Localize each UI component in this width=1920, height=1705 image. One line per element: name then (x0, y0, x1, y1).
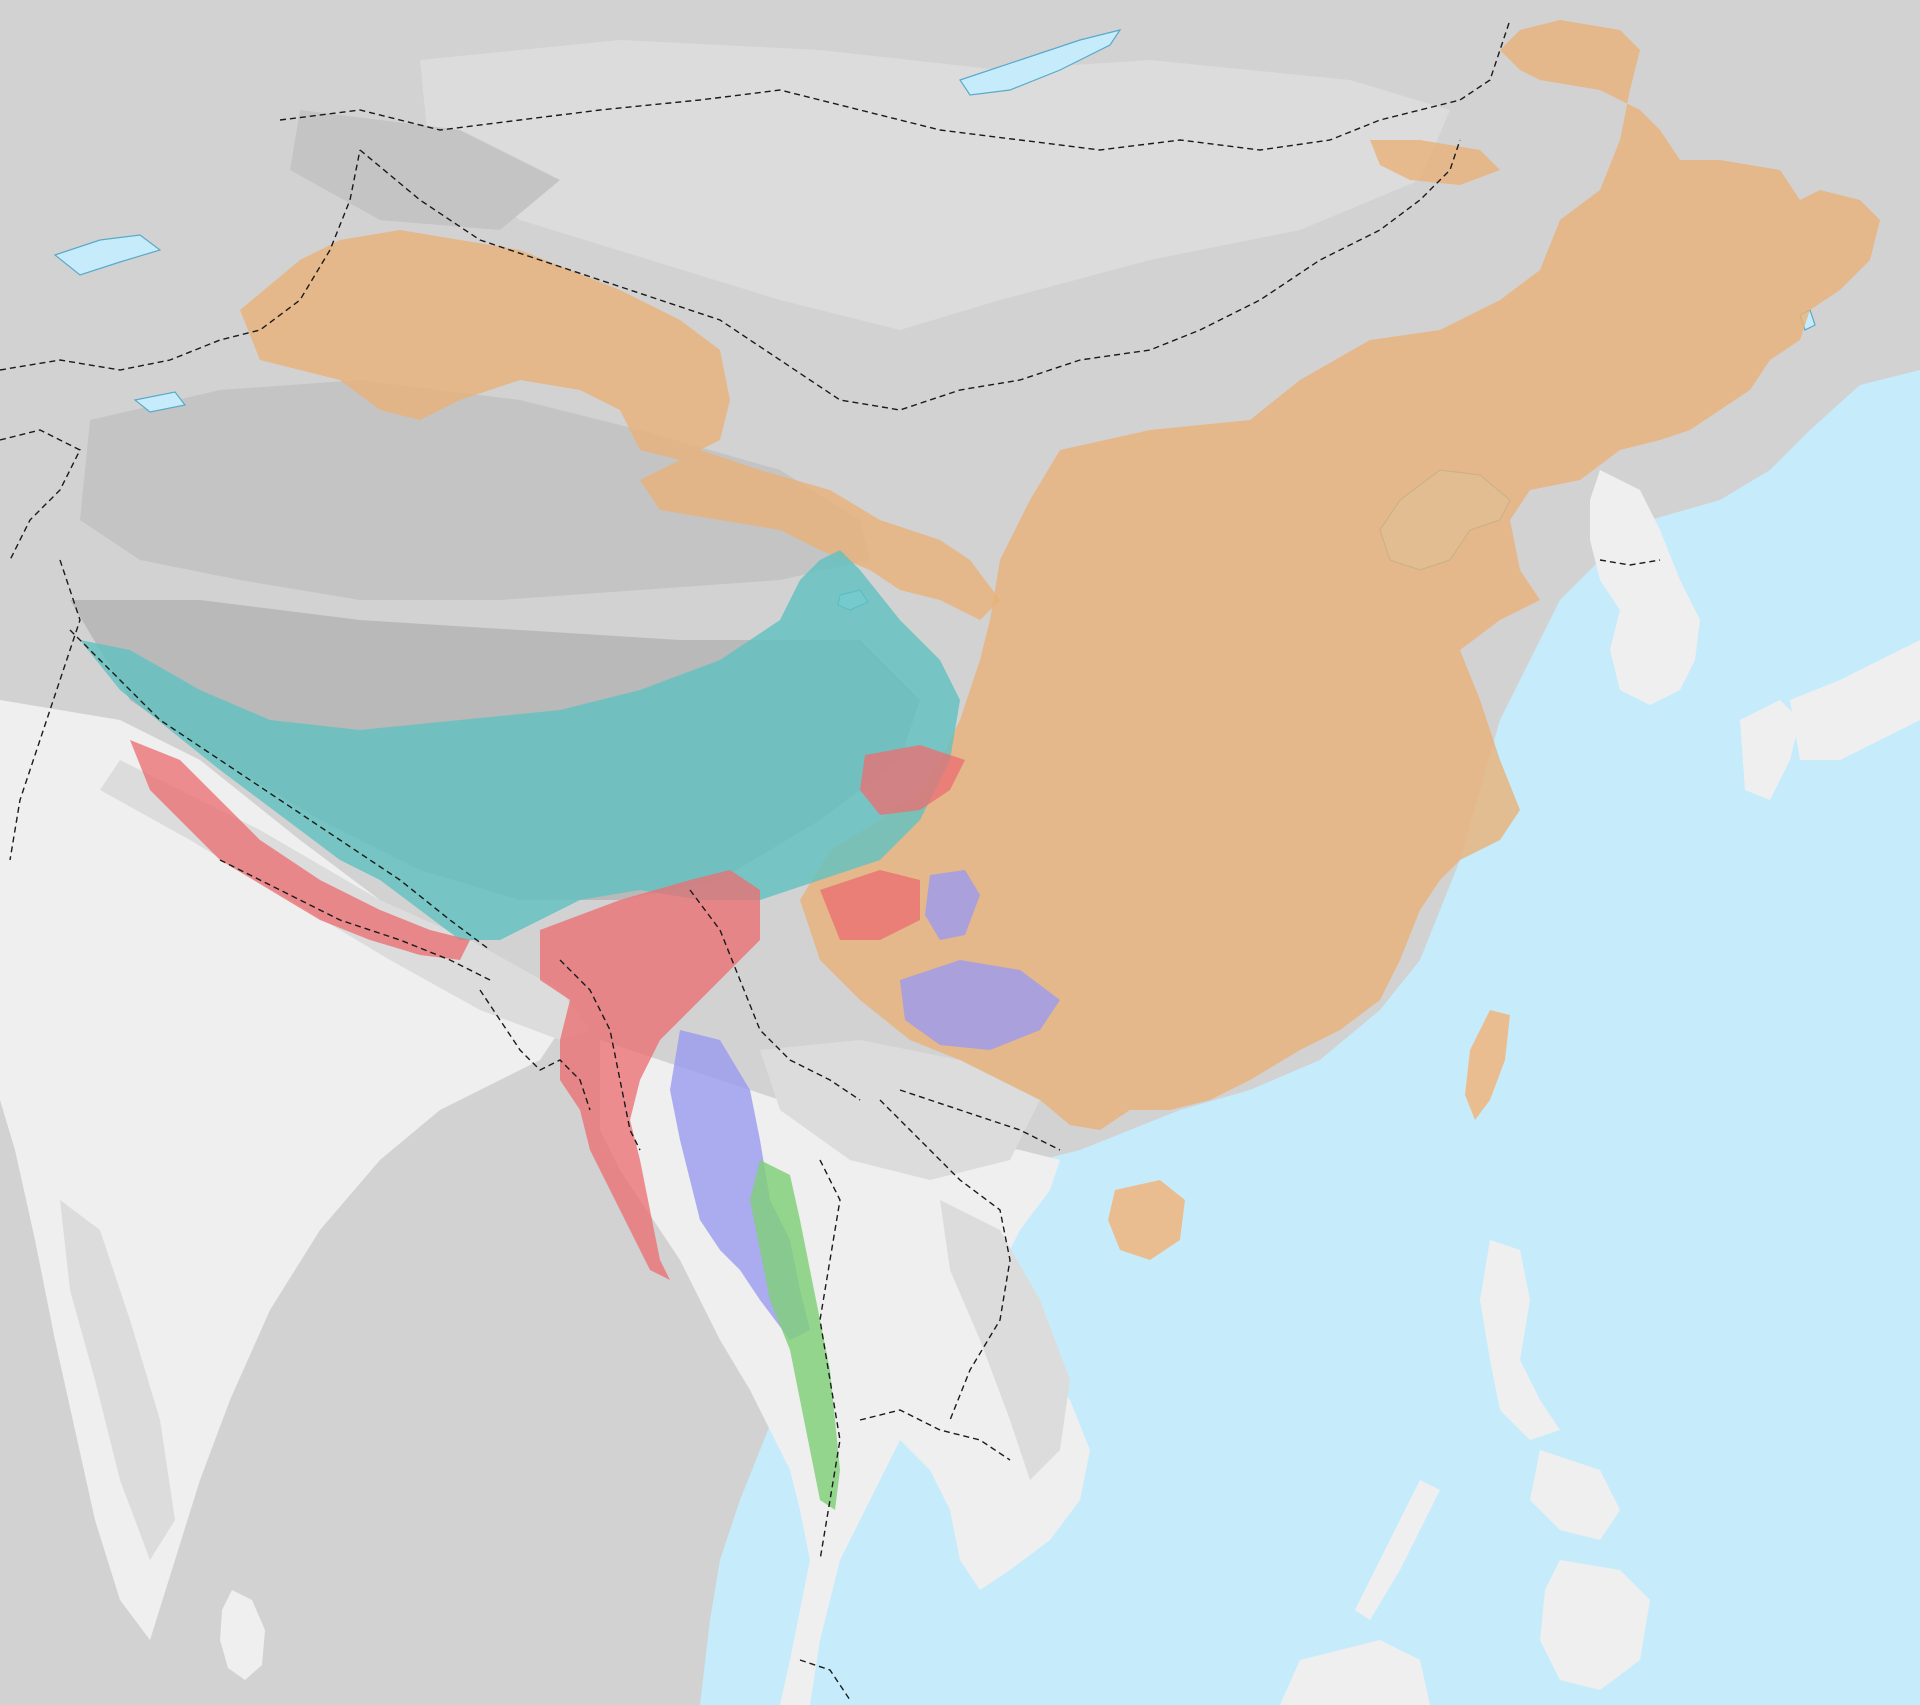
tibetic-region (80, 550, 960, 940)
border-india-pakistan (9, 559, 81, 861)
sinitic-region-main (800, 20, 1880, 1130)
lolo-burmese-region-sichuan (925, 870, 980, 940)
sinitic-region-taiwan (1465, 1010, 1510, 1120)
land-korea (1590, 470, 1700, 705)
language-regions (80, 20, 1880, 1510)
sinitic-region-xinjiang (240, 230, 730, 460)
karenic-region (750, 1160, 840, 1510)
land-palawan (1355, 1480, 1440, 1620)
country-borders (0, 19, 1661, 1701)
border-cambodia (859, 1409, 1011, 1461)
relief-annamite (940, 1200, 1070, 1480)
sinitic-region-hainan (1108, 1180, 1185, 1260)
himalayish-region-west (130, 740, 470, 960)
border-myanmar-china (689, 889, 861, 1101)
border-vietnam-china (899, 1089, 1061, 1151)
border-bangladesh (479, 989, 591, 1111)
border-myanmar-india (559, 959, 641, 1151)
land-mindanao (1540, 1560, 1650, 1690)
sinitic-region-hexi (640, 450, 1000, 620)
land-japan-kyushu (1740, 700, 1800, 800)
border-kazakhstan-china (0, 149, 361, 371)
lake-balkhash (53, 234, 162, 276)
border-myanmar-thailand (819, 1159, 841, 1561)
lake-issyk-kul (133, 391, 187, 413)
lakes (53, 29, 1816, 611)
land-borneo (1280, 1640, 1430, 1705)
relief-deccan-ghats (60, 1200, 175, 1560)
relief-yunnan (760, 1040, 1040, 1180)
lolo-burmese-region-yunnan (900, 960, 1060, 1050)
border-himalaya (69, 629, 491, 951)
relief-mongolia (420, 40, 1450, 330)
border-malaysia (799, 1659, 851, 1701)
land-japan-honshu (1790, 640, 1920, 760)
lake-baikal (959, 29, 1122, 96)
border-china-mongolia (359, 139, 1461, 411)
land-sri-lanka (220, 1590, 265, 1680)
border-korea (1599, 559, 1661, 566)
relief-altai (290, 110, 560, 230)
himalayish-region-southeast (820, 870, 920, 940)
himalayish-region-central (860, 745, 965, 815)
relief-tarim (80, 380, 870, 600)
border-central-asia (0, 429, 81, 561)
border-russia-mongolia (279, 19, 1511, 151)
border-nepal-india (219, 859, 491, 981)
himalayish-region-east (540, 870, 760, 1280)
land-luzon (1480, 1240, 1560, 1440)
sinitic-region-amur (1370, 140, 1500, 185)
border-laos (879, 1099, 1011, 1421)
land-visayas (1530, 1450, 1620, 1540)
